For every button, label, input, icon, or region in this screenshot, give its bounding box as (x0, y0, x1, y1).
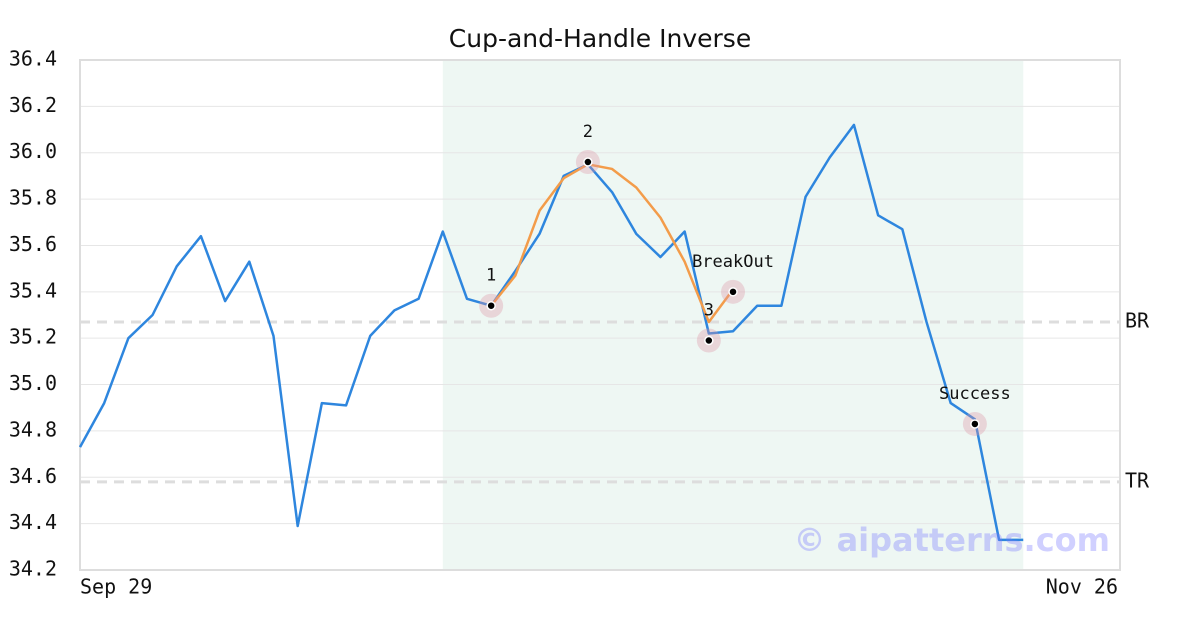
price-line (78, 123, 1024, 542)
y-tick-label: 35.4 (9, 278, 57, 302)
point-dot (728, 287, 738, 297)
point-label: BreakOut (692, 252, 774, 272)
point-label: 3 (704, 301, 714, 321)
y-tick-label: 36.2 (9, 93, 57, 117)
y-tick-label: 36.0 (9, 139, 57, 163)
point-dot (970, 419, 980, 429)
pattern-region (442, 60, 1024, 570)
level-label: BR (1125, 308, 1150, 332)
point-label: 1 (486, 266, 496, 286)
x-tick-label: Nov 26 (1046, 575, 1118, 599)
watermark: © aipatterns.com (793, 521, 1110, 559)
price-line (490, 163, 735, 324)
x-tick-label: Sep 29 (80, 575, 152, 599)
y-tick-label: 34.2 (9, 557, 57, 581)
y-tick-label: 35.2 (9, 325, 57, 349)
point-label: Success (939, 384, 1011, 404)
point-dot (704, 335, 714, 346)
plot-frame (79, 59, 1121, 571)
point-label: 2 (583, 122, 593, 142)
level-label: TR (1125, 468, 1150, 492)
y-tick-label: 35.8 (9, 186, 57, 210)
y-tick-label: 35.0 (9, 371, 57, 395)
y-tick-label: 36.4 (9, 47, 57, 71)
y-tick-label: 34.6 (9, 464, 57, 488)
y-tick-label: 34.4 (9, 510, 57, 534)
point-dot (486, 300, 496, 311)
y-tick-label: 35.6 (9, 232, 57, 256)
chart-title: Cup-and-Handle Inverse (449, 24, 751, 53)
point-dot (583, 157, 593, 167)
y-tick-label: 34.8 (9, 417, 57, 441)
